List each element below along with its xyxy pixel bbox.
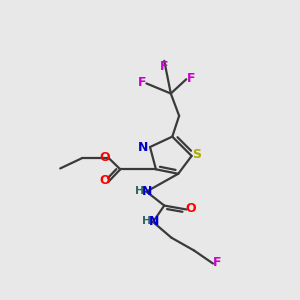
Text: N: N — [149, 215, 159, 228]
Text: O: O — [99, 151, 110, 164]
Text: F: F — [187, 72, 195, 85]
Text: S: S — [193, 148, 202, 161]
Text: O: O — [99, 174, 110, 187]
Text: F: F — [160, 60, 169, 73]
Text: H: H — [142, 216, 151, 226]
Text: O: O — [186, 202, 196, 215]
Text: N: N — [142, 184, 152, 197]
Text: N: N — [138, 140, 148, 154]
Text: F: F — [137, 76, 146, 89]
Text: F: F — [213, 256, 221, 269]
Text: H: H — [135, 186, 145, 196]
